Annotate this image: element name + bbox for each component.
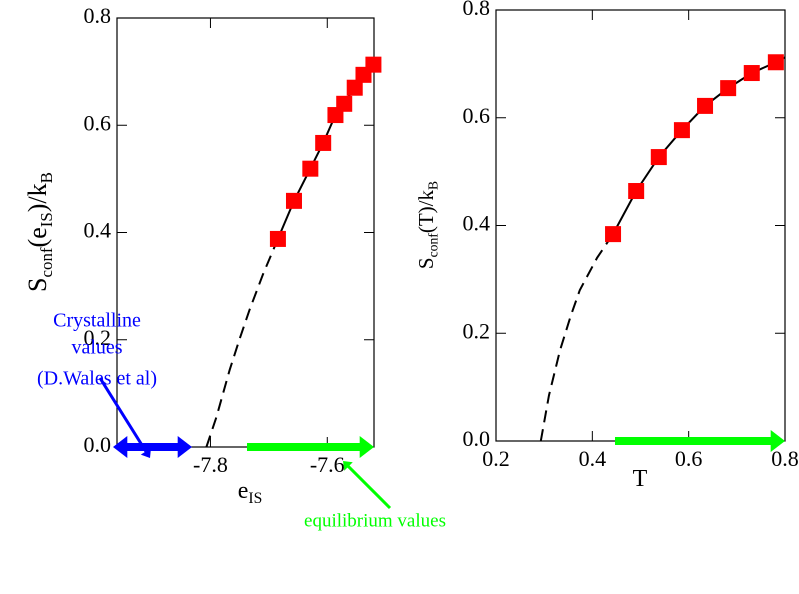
x-axis-label: T bbox=[633, 466, 648, 492]
x-axis-label: eIS bbox=[238, 478, 263, 507]
label-part: T bbox=[633, 466, 648, 492]
arrow-head bbox=[359, 436, 374, 458]
data-point bbox=[336, 95, 353, 112]
annotation: (D.Wales et al) bbox=[37, 368, 157, 390]
label-part: B bbox=[425, 181, 440, 190]
label-part: S bbox=[23, 277, 52, 291]
data-point bbox=[302, 160, 319, 177]
label-part: )/k bbox=[23, 183, 52, 212]
y-tick-label: 0.2 bbox=[84, 325, 112, 350]
label-part: (e bbox=[23, 227, 52, 247]
x-tick-label: 0.8 bbox=[771, 446, 799, 471]
data-point bbox=[743, 65, 760, 82]
arrow-head bbox=[113, 436, 128, 458]
y-tick-label: 0.8 bbox=[84, 3, 112, 28]
plot-frame bbox=[495, 9, 786, 442]
y-tick-label: 0.8 bbox=[463, 0, 491, 20]
label-part: (T)/k bbox=[414, 190, 438, 234]
data-point bbox=[673, 122, 690, 139]
data-point bbox=[767, 54, 784, 71]
annotation: values bbox=[71, 337, 122, 359]
data-point bbox=[720, 80, 737, 97]
x-tick-label: 0.6 bbox=[675, 446, 703, 471]
annotation: Crystalline bbox=[53, 310, 141, 332]
data-point bbox=[346, 79, 363, 96]
label-part: conf bbox=[37, 247, 56, 277]
data-point bbox=[285, 192, 302, 209]
label-part: conf bbox=[425, 233, 440, 258]
x-tick-label: -7.8 bbox=[193, 452, 228, 477]
data-point bbox=[697, 97, 714, 114]
label-part: e bbox=[238, 478, 249, 504]
y-tick-label: 0.6 bbox=[463, 103, 491, 128]
x-tick-label: 0.2 bbox=[482, 446, 510, 471]
x-tick-label: -7.6 bbox=[310, 452, 345, 477]
fit-curve bbox=[612, 56, 786, 235]
y-tick-label: 0.4 bbox=[84, 218, 112, 243]
data-point bbox=[650, 149, 667, 166]
x-tick-label: 0.4 bbox=[579, 446, 607, 471]
label-part: IS bbox=[248, 490, 262, 507]
y-tick-label: 0.2 bbox=[463, 318, 491, 343]
y-tick-label: 0.0 bbox=[84, 432, 112, 457]
y-tick-label: 0.6 bbox=[84, 110, 112, 135]
label-part: S bbox=[414, 257, 438, 269]
y-axis-label: Sconf(T)/kB bbox=[414, 181, 441, 269]
annotation: equilibrium values bbox=[304, 510, 446, 531]
arrow-head bbox=[770, 430, 785, 452]
fit-curve bbox=[539, 233, 614, 442]
arrow-head bbox=[177, 436, 192, 458]
y-axis-label: Sconf(eIS)/kB bbox=[23, 172, 56, 292]
data-point bbox=[628, 183, 645, 200]
annotation-arrow bbox=[345, 463, 392, 510]
data-point bbox=[365, 56, 382, 73]
arrow-head bbox=[140, 448, 151, 458]
y-tick-label: 0.4 bbox=[463, 211, 491, 236]
data-point bbox=[269, 230, 286, 247]
label-part: B bbox=[37, 172, 56, 183]
arrow-head bbox=[343, 461, 353, 471]
annotation-arrow bbox=[98, 377, 148, 453]
data-point bbox=[605, 226, 622, 243]
data-point bbox=[315, 134, 332, 151]
y-tick-label: 0.0 bbox=[463, 426, 491, 451]
label-part: IS bbox=[37, 212, 56, 227]
fit-curve bbox=[205, 238, 279, 448]
